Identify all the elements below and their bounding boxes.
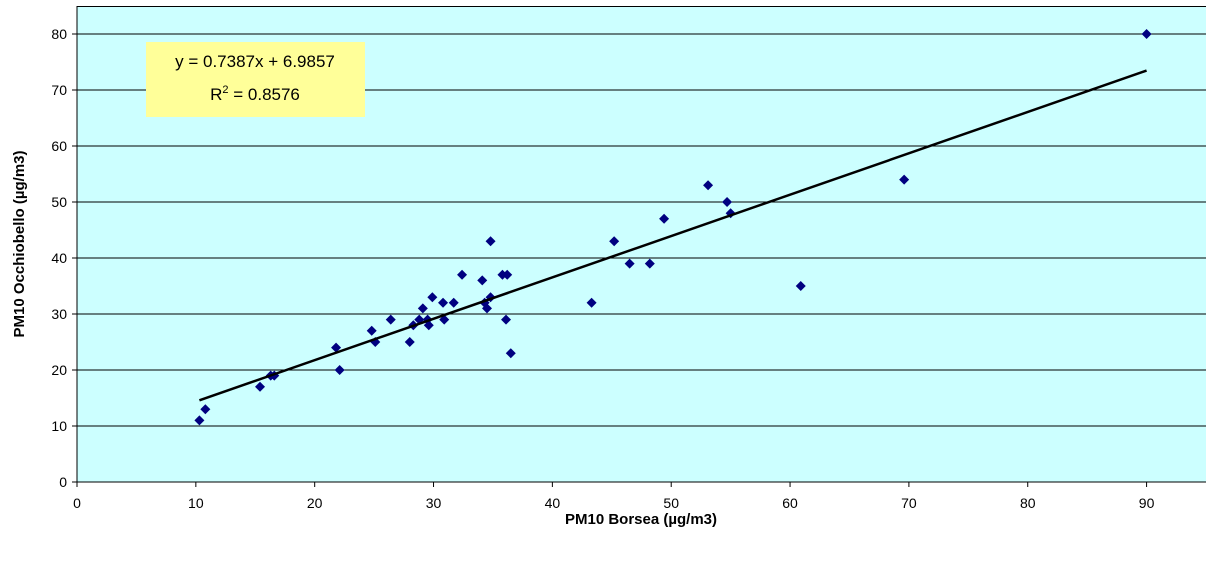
equation-box: y = 0.7387x + 6.9857 R2 = 0.8576	[146, 42, 365, 117]
data-point	[194, 415, 205, 426]
data-point	[427, 292, 438, 303]
trendline	[198, 69, 1147, 402]
gridlines	[77, 6, 1206, 427]
y-tick-label: 10	[51, 418, 67, 434]
y-tick-label: 20	[51, 362, 67, 378]
y-tick-label: 0	[59, 474, 67, 490]
x-tick-label: 70	[901, 495, 917, 511]
x-axis-title: PM10 Borsea (µg/m3)	[565, 511, 717, 528]
data-point	[457, 269, 468, 280]
data-point	[482, 303, 493, 314]
data-point	[485, 236, 496, 247]
data-point	[899, 174, 910, 185]
x-tick-label: 80	[1020, 495, 1036, 511]
y-tick-label: 80	[51, 26, 67, 42]
data-point	[423, 320, 434, 331]
data-point	[795, 281, 806, 291]
x-axis-ticks: 0 10 20 30 40 50 60 70 80 90	[73, 482, 1155, 511]
data-point	[255, 381, 266, 392]
data-point	[609, 236, 620, 247]
data-point	[501, 314, 512, 325]
data-point	[200, 404, 211, 415]
data-point	[505, 348, 516, 359]
data-point	[477, 275, 488, 286]
x-tick-label: 50	[663, 495, 679, 511]
data-point	[366, 325, 377, 336]
data-point	[502, 269, 513, 280]
x-tick-label: 90	[1139, 495, 1155, 511]
data-point	[722, 197, 733, 207]
x-tick-label: 0	[73, 495, 81, 511]
y-axis-title: PM10 Occhiobello (µg/m3)	[11, 150, 28, 337]
trendline-equation: y = 0.7387x + 6.9857	[175, 52, 335, 71]
data-point	[644, 258, 655, 269]
data-point	[659, 213, 670, 224]
data-point	[334, 365, 345, 375]
y-tick-label: 40	[51, 250, 67, 266]
data-point	[586, 297, 597, 308]
x-tick-label: 10	[188, 495, 204, 511]
r-squared-label: R2 = 0.8576	[210, 84, 300, 104]
data-point	[417, 303, 428, 314]
data-point	[331, 342, 342, 353]
x-tick-label: 60	[782, 495, 798, 511]
data-point	[438, 297, 449, 308]
y-tick-label: 50	[51, 194, 67, 210]
data-point	[385, 314, 396, 325]
data-point	[703, 180, 714, 191]
data-point	[404, 337, 415, 347]
x-tick-label: 40	[545, 495, 561, 511]
y-tick-label: 60	[51, 138, 67, 154]
data-point	[1141, 29, 1152, 39]
x-tick-label: 20	[307, 495, 323, 511]
data-point	[448, 297, 459, 308]
y-tick-label: 70	[51, 82, 67, 98]
x-tick-label: 30	[426, 495, 442, 511]
data-point	[624, 258, 635, 269]
y-tick-label: 30	[51, 306, 67, 322]
y-axis-ticks: 0 10 20 30 40 50 60 70 80	[51, 26, 77, 490]
